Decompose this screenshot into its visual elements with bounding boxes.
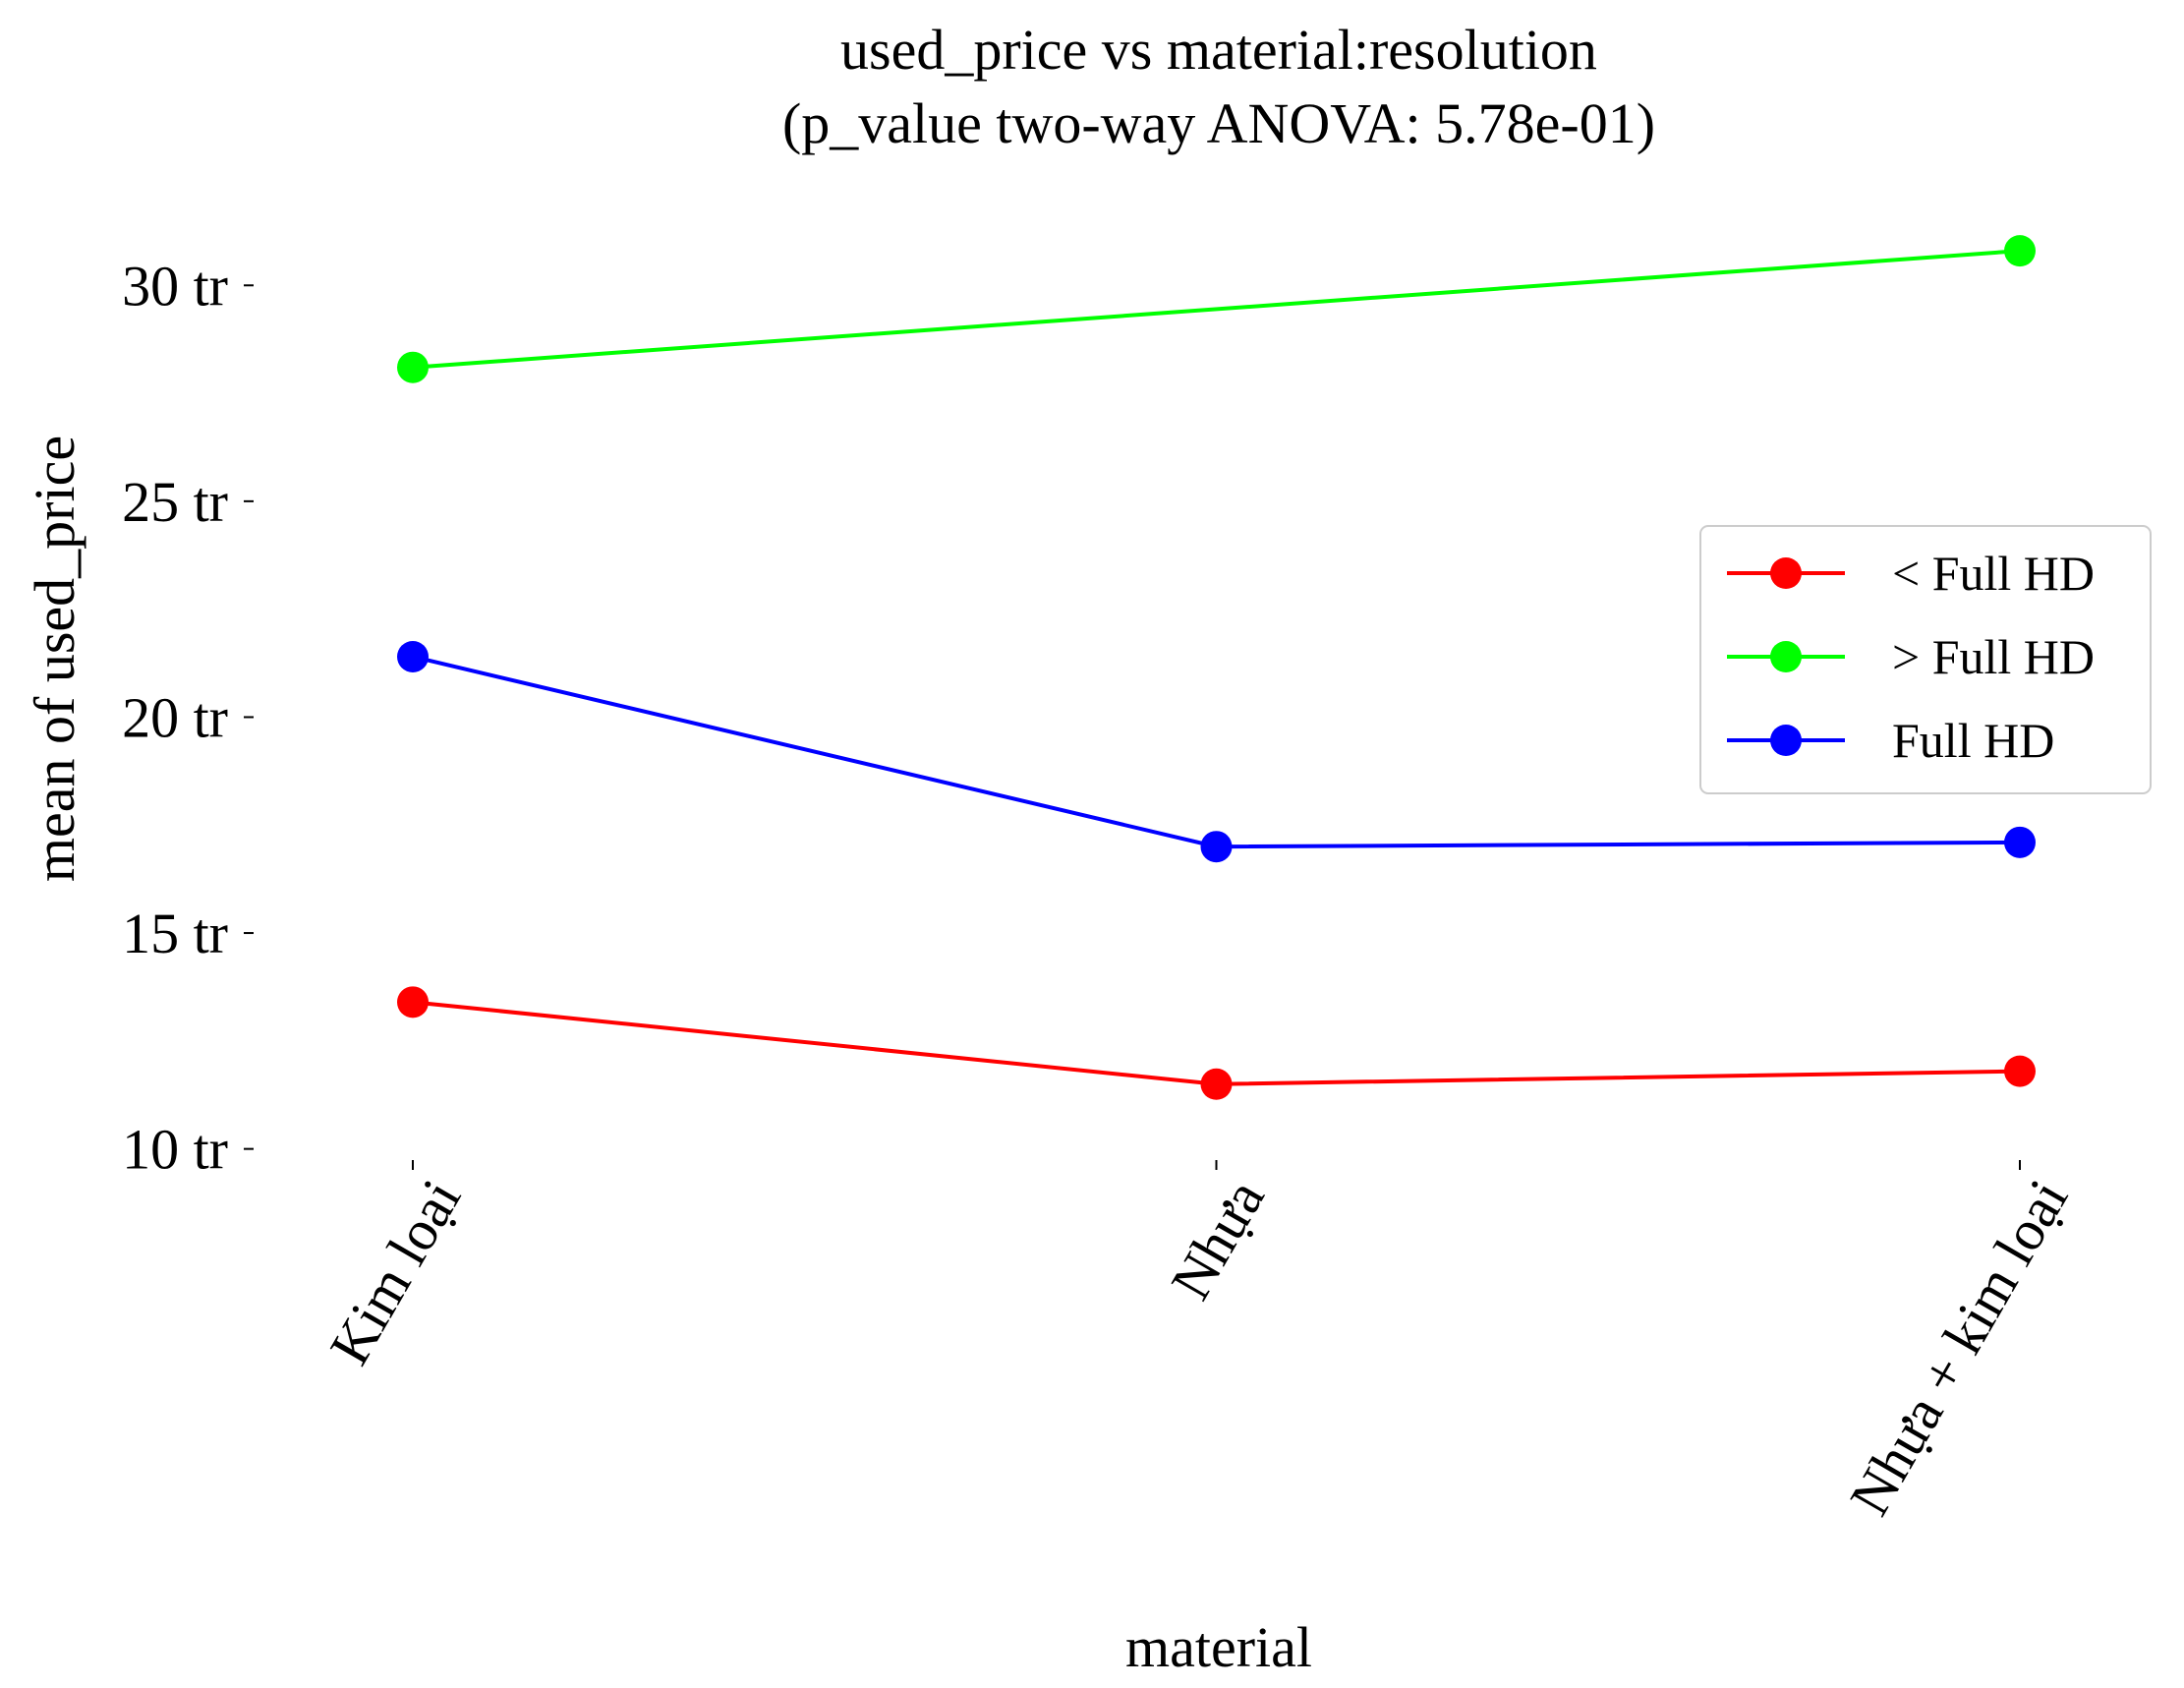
legend-entry: Full HD — [1727, 713, 2054, 768]
legend-entry: < Full HD — [1727, 546, 2095, 601]
legend-marker — [1770, 641, 1802, 672]
y-tick-label: 20 tr — [122, 685, 228, 749]
legend-label: < Full HD — [1892, 546, 2095, 601]
x-axis-label: material — [1125, 1615, 1312, 1679]
series-layer — [397, 235, 2036, 1100]
data-point — [397, 986, 429, 1019]
y-tick-label: 30 tr — [122, 254, 228, 318]
data-point — [397, 351, 429, 383]
y-tick-label: 15 tr — [122, 902, 228, 965]
legend-entry: > Full HD — [1727, 629, 2095, 684]
series--full-hd — [397, 986, 2036, 1100]
legend-label: > Full HD — [1892, 629, 2095, 684]
legend-marker — [1770, 725, 1802, 756]
data-point — [2004, 1055, 2036, 1087]
y-tick-label: 10 tr — [122, 1118, 228, 1182]
legend: < Full HD > Full HD Full HD — [1699, 525, 2152, 794]
x-tick-label: Nhựa + kim loại — [1837, 1169, 2080, 1526]
x-tick-label: Kim loại — [317, 1169, 474, 1375]
legend-frame — [1699, 525, 2152, 794]
y-tick-label: 25 tr — [122, 470, 228, 534]
data-point — [2004, 235, 2036, 267]
chart-title: used_price vs material:resolution — [840, 18, 1597, 82]
chart-subtitle: (p_value two-way ANOVA: 5.78e-01) — [782, 91, 1655, 155]
x-tick-label: Nhựa — [1158, 1169, 1276, 1310]
series-line — [412, 249, 2021, 370]
series-full-hd — [397, 640, 2036, 863]
data-point — [1200, 831, 1233, 863]
data-point — [397, 640, 429, 672]
y-axis-label: mean of used_price — [23, 436, 86, 882]
data-point — [1200, 1068, 1233, 1100]
series--full-hd — [397, 235, 2036, 383]
x-axis: Kim loại Nhựa Nhựa + kim loại — [317, 1160, 2080, 1526]
data-point — [2004, 826, 2036, 858]
legend-label: Full HD — [1892, 713, 2054, 768]
y-axis: 10 tr 15 tr 20 tr 25 tr 30 tr — [122, 254, 254, 1182]
legend-marker — [1770, 557, 1802, 589]
